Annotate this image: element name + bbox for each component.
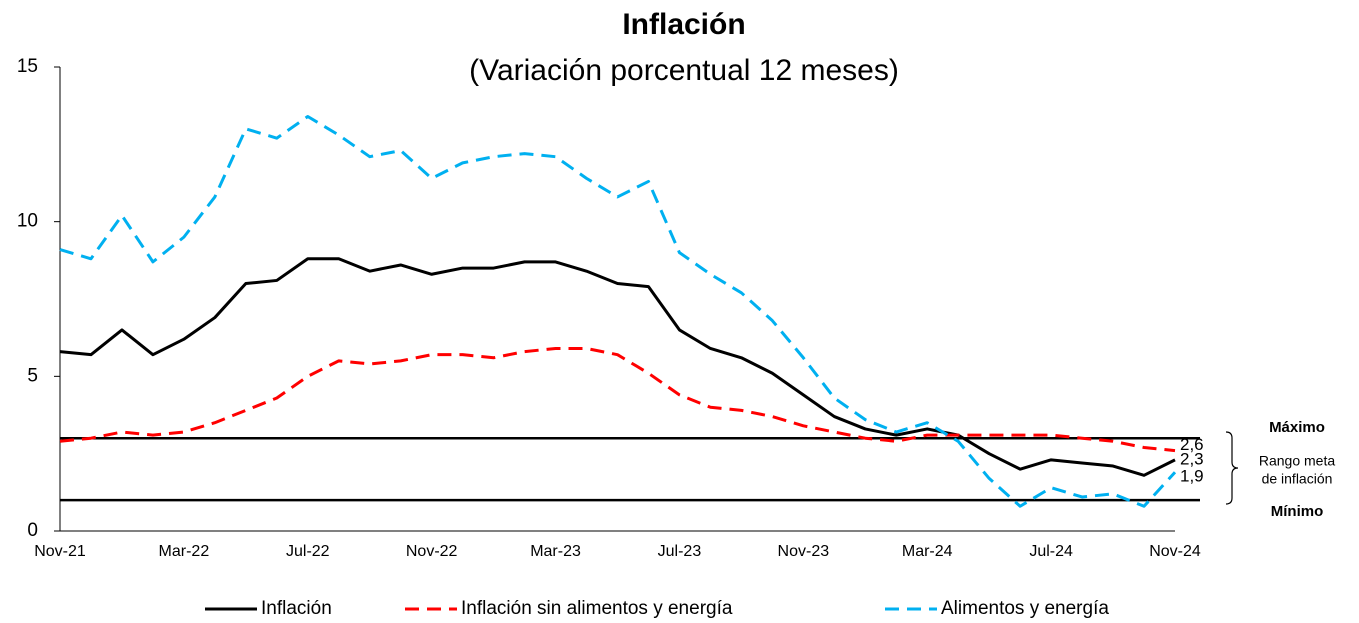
reference-label: Mínimo [1271, 503, 1324, 520]
y-tick-label: 5 [27, 365, 38, 386]
x-tick-label: Jul-24 [1029, 543, 1073, 560]
series-line [59, 257, 1176, 477]
annotation: de inflación [1262, 471, 1333, 487]
value-label: 2,6 [1180, 435, 1204, 454]
x-tick-label: Jul-23 [658, 543, 702, 560]
annotation: Rango meta [1259, 453, 1335, 469]
value-label: 2,3 [1180, 449, 1204, 468]
legend-label: Alimentos y energía [941, 598, 1109, 619]
value-label: 1,9 [1180, 467, 1204, 486]
chart-title: Inflación [622, 8, 745, 41]
legend-label: Inflación [261, 598, 332, 619]
x-tick-label: Mar-23 [530, 543, 581, 560]
y-tick-label: 10 [17, 211, 38, 232]
chart-subtitle: (Variación porcentual 12 meses) [469, 54, 899, 87]
y-tick-label: 0 [27, 520, 38, 541]
x-tick-label: Nov-22 [406, 543, 458, 560]
x-tick-label: Mar-24 [902, 543, 953, 560]
x-tick-label: Jul-22 [286, 543, 330, 560]
series-line [59, 114, 1177, 508]
legend-label: Inflación sin alimentos y energía [461, 598, 733, 619]
range-bracket [1225, 431, 1239, 505]
y-tick-label: 15 [17, 56, 38, 77]
series-line [59, 346, 1176, 453]
x-tick-label: Nov-24 [1149, 543, 1201, 560]
x-tick-label: Nov-21 [34, 543, 86, 560]
x-tick-label: Nov-23 [778, 543, 830, 560]
x-tick-label: Mar-22 [159, 543, 210, 560]
reference-label: Máximo [1269, 419, 1325, 436]
